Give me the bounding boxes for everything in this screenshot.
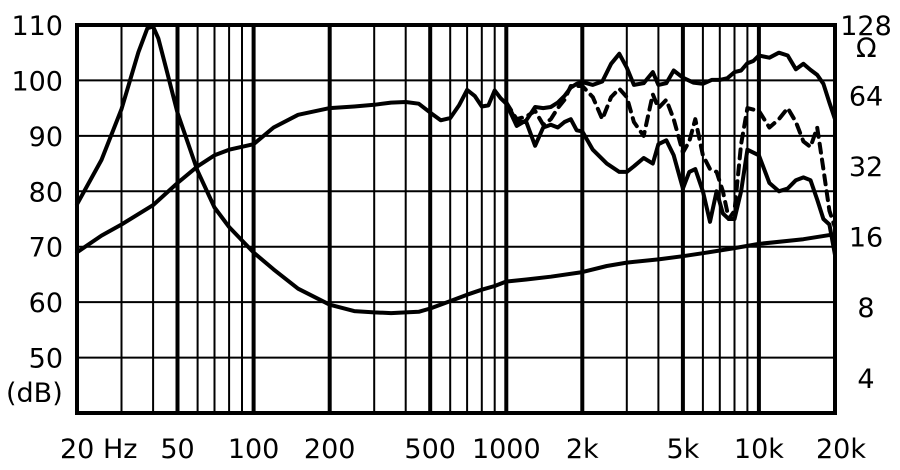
x-tick-label: 2k: [566, 434, 599, 465]
plot-frame: [75, 23, 837, 415]
y2-tick-label: 32: [849, 152, 883, 183]
y2-unit-label: Ω: [856, 33, 877, 64]
y-tick-label: 50: [29, 344, 63, 375]
y2-tick-label: 16: [849, 223, 883, 254]
series-3-line: [504, 100, 837, 257]
y2-tick-label: 128: [840, 11, 892, 42]
x-tick-label: 200: [304, 434, 356, 465]
y2-tick-label: 4: [857, 364, 874, 395]
y2-tick-label: 8: [857, 293, 874, 324]
series-4-line: [75, 24, 837, 316]
y-tick-label: 110: [11, 11, 63, 42]
x-tick-label: 50: [160, 434, 194, 465]
y-tick-label: 60: [29, 288, 63, 319]
series-2-line: [504, 84, 837, 230]
y-tick-label: 70: [29, 233, 63, 264]
x-tick-label: 100: [228, 434, 280, 465]
x-tick-label: 20 Hz: [60, 434, 137, 465]
y-tick-label: 80: [29, 177, 63, 208]
curves: [75, 24, 837, 316]
y-tick-label: 100: [11, 66, 63, 97]
horizontal-grid: [77, 79, 835, 359]
vertical-grid: [120, 25, 761, 413]
x-tick-label: 20k: [816, 434, 866, 465]
y-unit-label: (dB): [6, 378, 63, 409]
y2-tick-labels: 128 64 32 16 8 4: [840, 11, 892, 395]
x-tick-label: 1000: [472, 434, 541, 465]
x-tick-label: 500: [404, 434, 456, 465]
y-tick-label: 90: [29, 122, 63, 153]
x-tick-labels: 20 Hz 50 100 200 500 1000 2k 5k 10k 20k: [60, 434, 866, 465]
y2-tick-label: 64: [849, 82, 883, 113]
y-tick-labels: 110 100 90 80 70 60 50: [11, 11, 63, 375]
x-tick-label: 10k: [734, 434, 784, 465]
x-tick-label: 5k: [666, 434, 699, 465]
